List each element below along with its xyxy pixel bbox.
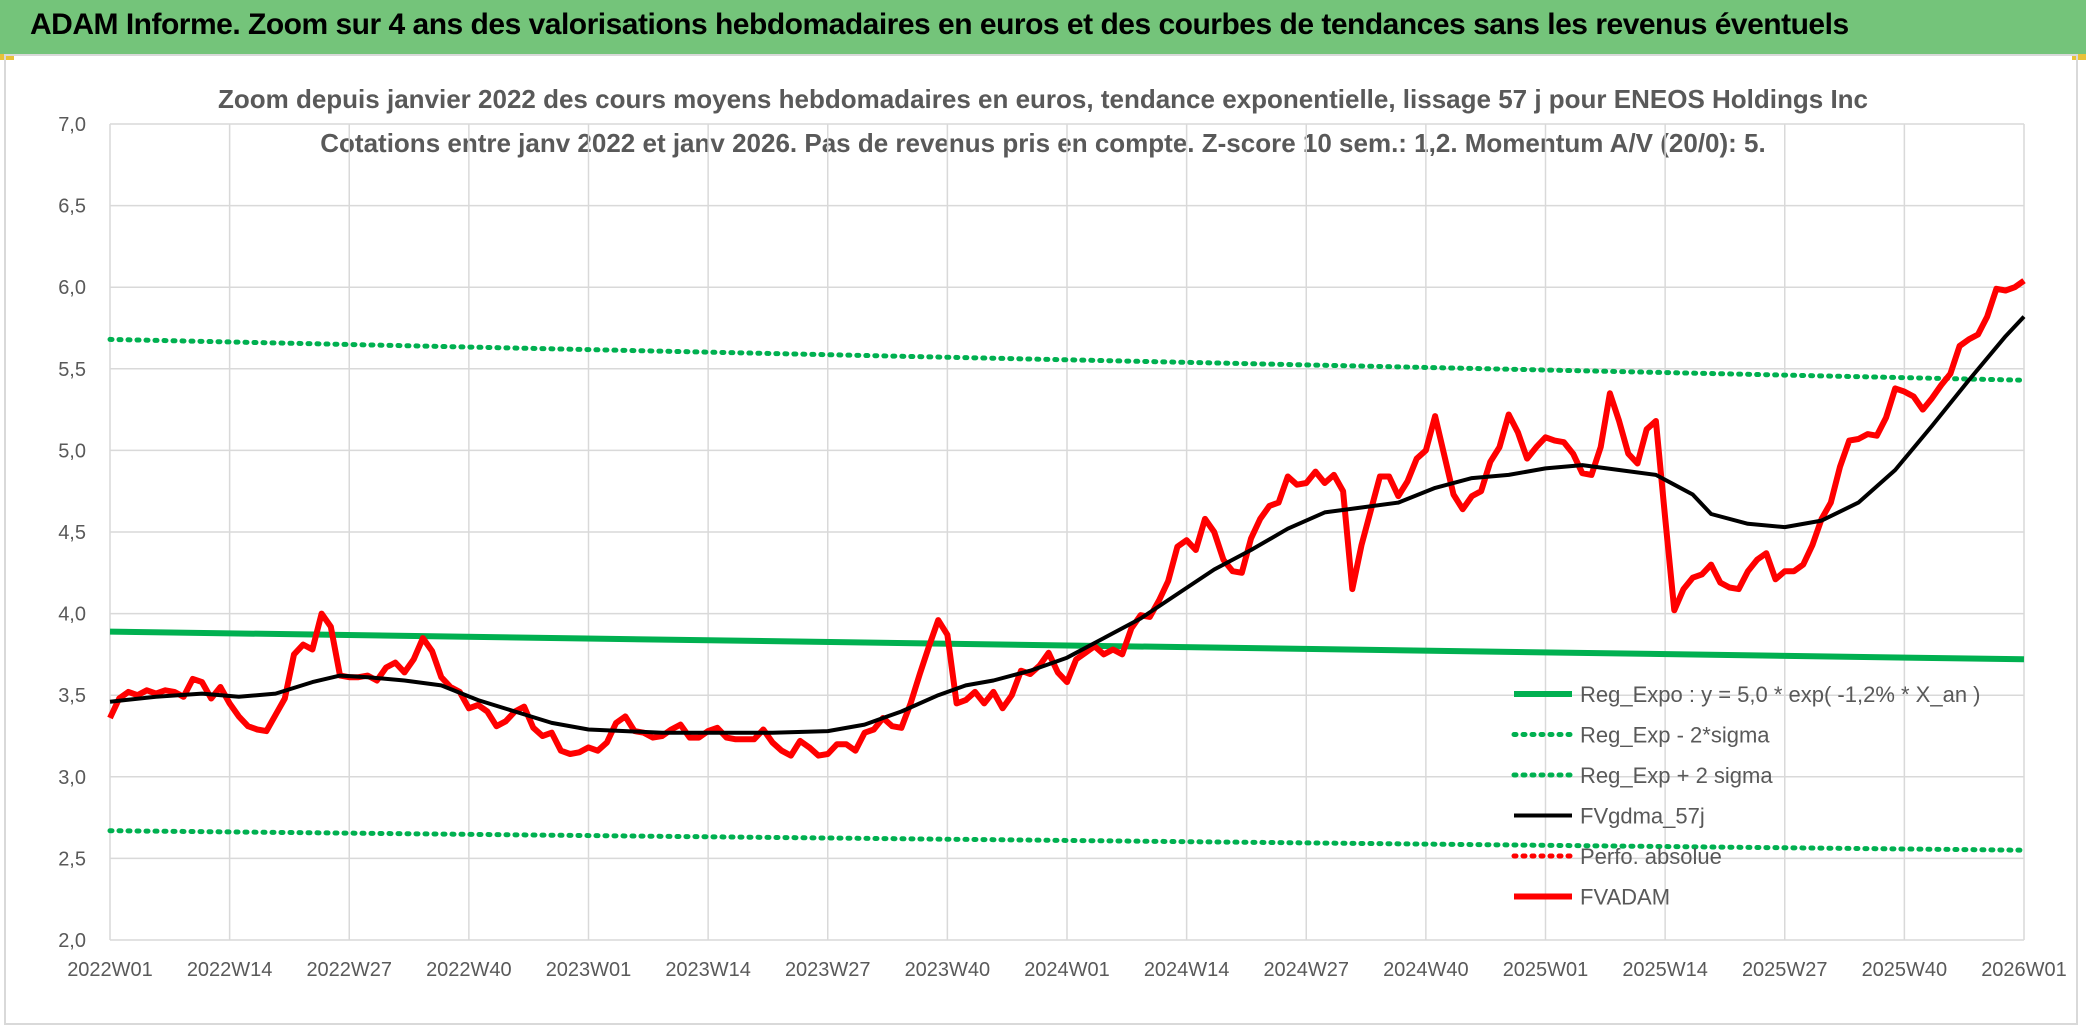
series-line-5: [107, 278, 2026, 759]
corner-mark-left: [0, 54, 14, 60]
legend-label-3: FVgdma_57j: [1580, 804, 1705, 829]
y-tick-label: 5,5: [58, 359, 86, 381]
y-tick-label: 4,5: [58, 522, 86, 544]
legend-label-5: FVADAM: [1580, 885, 1670, 910]
y-tick-label: 3,0: [58, 767, 86, 789]
x-tick-label: 2023W27: [785, 959, 871, 981]
y-tick-label: 4,0: [58, 604, 86, 626]
chart-frame: [4, 54, 2078, 1025]
y-tick-label: 6,0: [58, 277, 86, 299]
x-tick-label: 2023W14: [665, 959, 751, 981]
series-line-0: [109, 628, 2025, 663]
series-line-1: [107, 828, 2027, 853]
series-lines: [107, 278, 2027, 853]
chart-title: Zoom depuis janvier 2022 des cours moyen…: [217, 84, 1869, 114]
chart-subtitle: Cotations entre janv 2022 et janv 2026. …: [320, 128, 1766, 158]
x-tick-label: 2024W27: [1263, 959, 1349, 981]
y-tick-label: 2,0: [58, 930, 86, 952]
x-axis-ticks: 2022W01 2022W14 2022W27 2022W40 2023W01 2023W…: [67, 959, 2067, 981]
legend-label-0: Reg_Expo : y = 5,0 * exp( -1,2% * X_an ): [1580, 682, 1981, 707]
legend-label-1: Reg_Exp - 2*sigma: [1580, 723, 1770, 748]
x-tick-label: 2024W40: [1383, 959, 1469, 981]
series-line-2: [107, 336, 2027, 383]
y-axis-ticks: 2,0 2,5 3,0 3,5 4,0 4,5 5,0 5,5 6,0 6,5 7,0: [58, 114, 86, 952]
corner-mark-right: [2072, 54, 2086, 60]
y-tick-label: 5,0: [58, 440, 86, 462]
x-tick-label: 2026W01: [1981, 959, 2067, 981]
x-tick-label: 2025W14: [1622, 959, 1708, 981]
report-banner: ADAM Informe. Zoom sur 4 ans des valoris…: [0, 0, 2086, 54]
y-tick-label: 3,5: [58, 685, 86, 707]
gridlines: [109, 123, 2025, 941]
report-title: ADAM Informe. Zoom sur 4 ans des valoris…: [30, 8, 1849, 41]
x-tick-label: 2022W01: [67, 959, 153, 981]
x-tick-label: 2022W40: [426, 959, 512, 981]
legend-label-2: Reg_Exp + 2 sigma: [1580, 763, 1773, 788]
x-tick-label: 2025W40: [1862, 959, 1948, 981]
x-tick-label: 2023W01: [546, 959, 632, 981]
x-tick-label: 2025W01: [1503, 959, 1589, 981]
y-tick-label: 6,5: [58, 196, 86, 218]
legend-label-4: Perfo. absolue: [1580, 844, 1722, 869]
series-line-3: [109, 315, 2026, 735]
x-tick-label: 2024W14: [1144, 959, 1230, 981]
x-tick-label: 2022W27: [306, 959, 392, 981]
y-tick-label: 2,5: [58, 848, 86, 870]
x-tick-label: 2025W27: [1742, 959, 1828, 981]
y-tick-label: 7,0: [58, 114, 86, 136]
x-tick-label: 2023W40: [905, 959, 991, 981]
x-tick-label: 2022W14: [187, 959, 273, 981]
x-tick-label: 2024W01: [1024, 959, 1110, 981]
legend: Reg_Expo : y = 5,0 * exp( -1,2% * X_an )…: [1511, 682, 1981, 910]
